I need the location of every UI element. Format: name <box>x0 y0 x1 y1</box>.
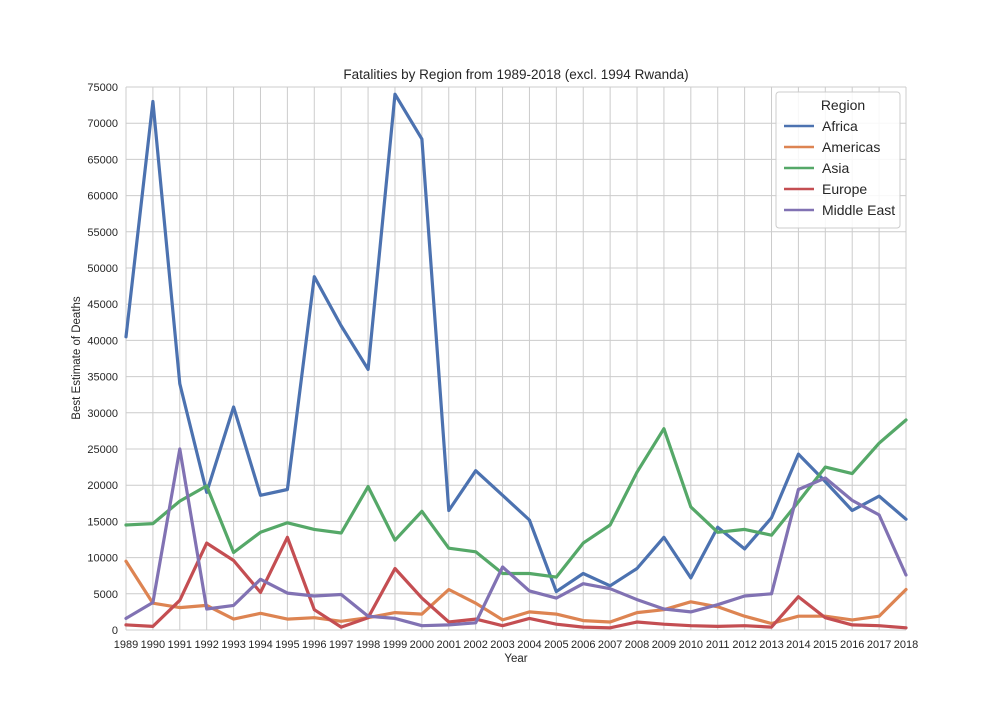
y-tick-label: 65000 <box>87 154 118 166</box>
y-tick-label: 70000 <box>87 118 118 130</box>
x-tick-label: 2000 <box>410 639 434 651</box>
y-tick-label: 40000 <box>87 335 118 347</box>
x-tick-label: 1999 <box>383 639 407 651</box>
x-tick-label: 1992 <box>194 639 218 651</box>
y-tick-label: 20000 <box>87 480 118 492</box>
x-tick-label: 2015 <box>813 639 837 651</box>
x-tick-label: 2008 <box>625 639 649 651</box>
x-tick-label: 2014 <box>786 639 810 651</box>
x-tick-label: 1993 <box>221 639 245 651</box>
legend-label-africa: Africa <box>822 118 858 134</box>
x-tick-label: 2006 <box>571 639 595 651</box>
x-tick-label: 1990 <box>141 639 165 651</box>
series-line-africa <box>124 92 908 594</box>
x-tick-label: 2010 <box>679 639 703 651</box>
x-tick-label: 2016 <box>840 639 864 651</box>
x-tick-labels: 1989 1990 1991 1992 1993 1994 1995 1996 1997 1998… <box>114 639 918 651</box>
x-tick-label: 2017 <box>867 639 891 651</box>
x-tick-label: 2003 <box>490 639 514 651</box>
x-axis-title: Year <box>504 653 527 665</box>
y-tick-label: 15000 <box>87 516 118 528</box>
x-tick-label: 2009 <box>652 639 676 651</box>
x-tick-label: 2001 <box>437 639 461 651</box>
x-tick-label: 1998 <box>356 639 380 651</box>
x-tick-label: 1989 <box>114 639 138 651</box>
x-tick-label: 2018 <box>894 639 918 651</box>
chart-title: Fatalities by Region from 1989-2018 (exc… <box>343 67 688 82</box>
y-tick-label: 10000 <box>87 553 118 565</box>
x-tick-label: 2013 <box>759 639 783 651</box>
x-tick-label: 2007 <box>598 639 622 651</box>
y-tick-label: 60000 <box>87 191 118 203</box>
legend-label-middle-east: Middle East <box>822 202 895 218</box>
y-tick-label: 35000 <box>87 372 118 384</box>
x-tick-label: 2002 <box>463 639 487 651</box>
y-tick-label: 55000 <box>87 227 118 239</box>
x-tick-label: 2012 <box>732 639 756 651</box>
legend-label-europe: Europe <box>822 181 867 197</box>
series-line-middle-east <box>124 447 908 628</box>
y-axis-title: Best Estimate of Deaths <box>71 296 83 420</box>
legend-items: Africa Americas Asia Europe Middle East <box>784 118 895 218</box>
x-tick-label: 1995 <box>275 639 299 651</box>
x-tick-label: 1997 <box>329 639 353 651</box>
series-lines <box>124 92 908 630</box>
x-tick-label: 1996 <box>302 639 326 651</box>
x-tick-label: 1991 <box>168 639 192 651</box>
y-tick-labels: 0 5000 10000 15000 20000 25000 30000 35000 40000… <box>87 82 118 637</box>
series-line-asia <box>124 418 908 579</box>
y-tick-label: 75000 <box>87 82 118 94</box>
legend-label-asia: Asia <box>822 160 849 176</box>
x-tick-label: 2004 <box>517 639 541 651</box>
y-tick-label: 45000 <box>87 299 118 311</box>
x-tick-label: 1994 <box>248 639 272 651</box>
x-tick-label: 2005 <box>544 639 568 651</box>
y-tick-label: 30000 <box>87 408 118 420</box>
legend-title: Region <box>821 97 865 113</box>
x-tick-label: 2011 <box>706 639 730 651</box>
series-line-europe <box>124 535 908 630</box>
y-tick-label: 25000 <box>87 444 118 456</box>
y-tick-label: 5000 <box>94 589 118 601</box>
y-tick-label: 50000 <box>87 263 118 275</box>
legend: Region Africa Americas Asia Europe Middle Ea… <box>775 91 901 229</box>
y-tick-label: 0 <box>112 625 118 637</box>
legend-label-americas: Americas <box>822 139 880 155</box>
